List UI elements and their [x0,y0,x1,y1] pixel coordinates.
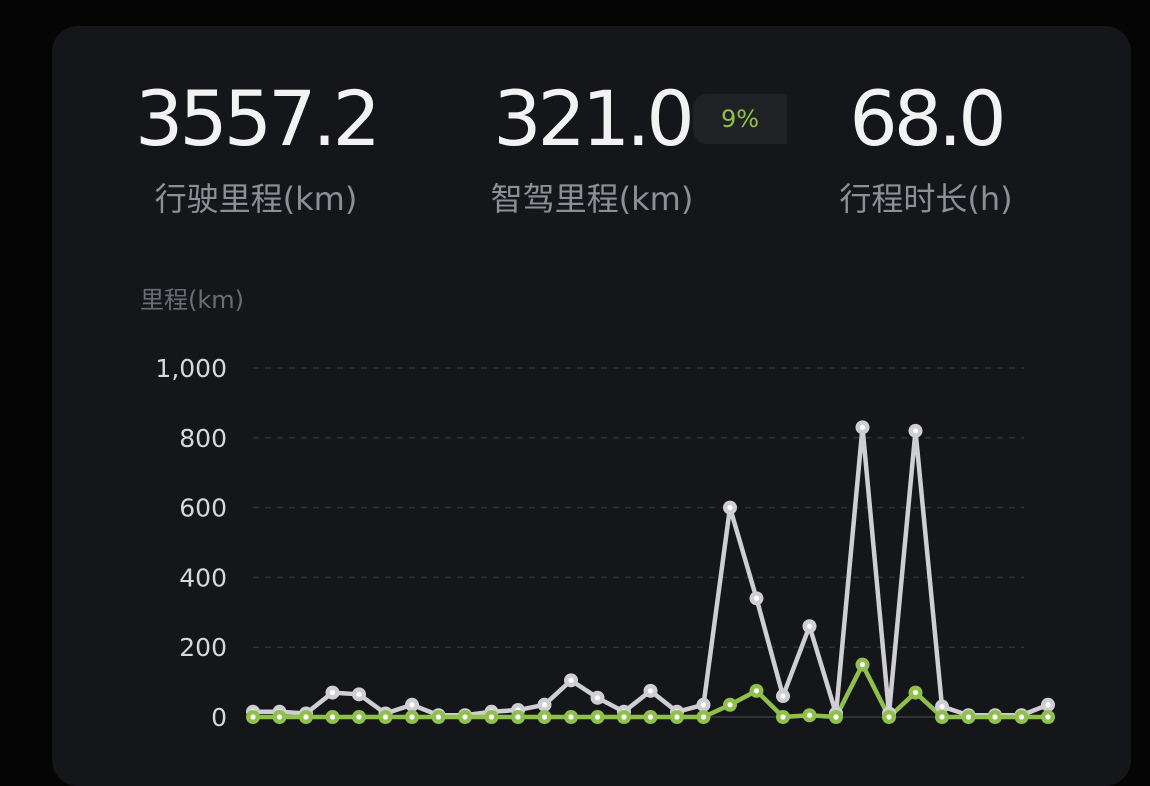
smart-driving-mileage-label: 智驾里程(km) [490,180,694,218]
smart-driving-mileage-point-center [939,714,945,720]
total-mileage-point-center [780,693,786,699]
smart-driving-mileage-point-center [329,714,336,720]
smart-driving-mileage-point-center [515,714,521,720]
total-mileage-point-center [806,623,813,629]
trip-duration-label: 行程时长(h) [839,180,1013,218]
smart-driving-mileage-point-center [594,714,601,720]
smart-driving-mileage-point-center [780,714,786,720]
smart-driving-percentage-badge: 9% [693,94,787,144]
stats-card [52,26,1131,786]
smart-driving-mileage-point-center [541,714,548,720]
y-tick-label: 800 [179,424,227,453]
total-mileage-point-center [356,691,362,697]
mileage-line-chart: 0 200 400 600 800 1,000 [155,354,1055,732]
smart-driving-mileage-point-center [303,714,309,720]
smart-driving-mileage-point-center [992,714,998,720]
smart-driving-mileage-point-center [435,714,442,720]
total-mileage-point-center [568,677,574,683]
total-mileage-series-line [250,425,1051,718]
smart-driving-mileage-point-center [276,714,283,720]
y-tick-label: 400 [179,563,227,592]
total-mileage-point-center [753,595,760,601]
smart-driving-mileage-point-center [250,714,256,720]
total-mileage-value: 3557.2 [135,74,381,163]
smart-driving-mileage-point-center [965,714,972,720]
smart-driving-mileage-point-center [833,714,839,720]
total-mileage-label: 行驶里程(km) [154,180,358,218]
smart-driving-mileage-point-center [806,712,813,718]
total-mileage-point-center [700,702,707,708]
total-mileage-point-center [939,703,945,710]
smart-driving-mileage-point-center [1018,714,1025,720]
y-tick-label: 0 [211,703,227,732]
total-mileage-point-center [1045,702,1051,708]
smart-driving-mileage-point-center [568,714,574,720]
smart-driving-mileage-point-center [859,662,866,668]
smart-driving-mileage-point-center [382,714,389,720]
y-axis-title: 里程(km) [140,286,245,314]
total-mileage-point-center [594,695,601,701]
trip-duration-value: 68.0 [849,74,1006,163]
total-mileage-point-center [541,702,548,708]
smart-driving-mileage-point-center [1045,714,1051,720]
smart-driving-mileage-point-center [462,714,468,720]
smart-driving-mileage-point-center [356,714,362,720]
total-mileage-point-center [912,428,919,434]
smart-driving-mileage-point-center [621,714,627,720]
smart-driving-mileage-point-center [886,714,892,720]
smart-driving-mileage-point-center [488,714,495,720]
total-mileage-point-center [727,505,733,511]
total-mileage-point-center [647,688,654,694]
smart-driving-mileage-point-center [912,689,919,696]
total-mileage-point-center [409,702,415,708]
total-mileage-point-center [859,424,866,430]
smart-driving-mileage-point-center [700,714,707,720]
smart-driving-mileage-point-center [727,702,733,708]
total-mileage-point-center [329,689,336,696]
smart-driving-mileage-value: 321.0 [493,74,695,163]
y-tick-label: 200 [179,633,227,662]
smart-driving-mileage-point-center [647,714,654,720]
smart-driving-mileage-point-center [409,714,415,720]
y-tick-label: 1,000 [155,354,227,383]
smart-driving-mileage-point-center [674,714,680,720]
y-tick-label: 600 [179,494,227,523]
smart-driving-mileage-point-center [753,688,760,694]
